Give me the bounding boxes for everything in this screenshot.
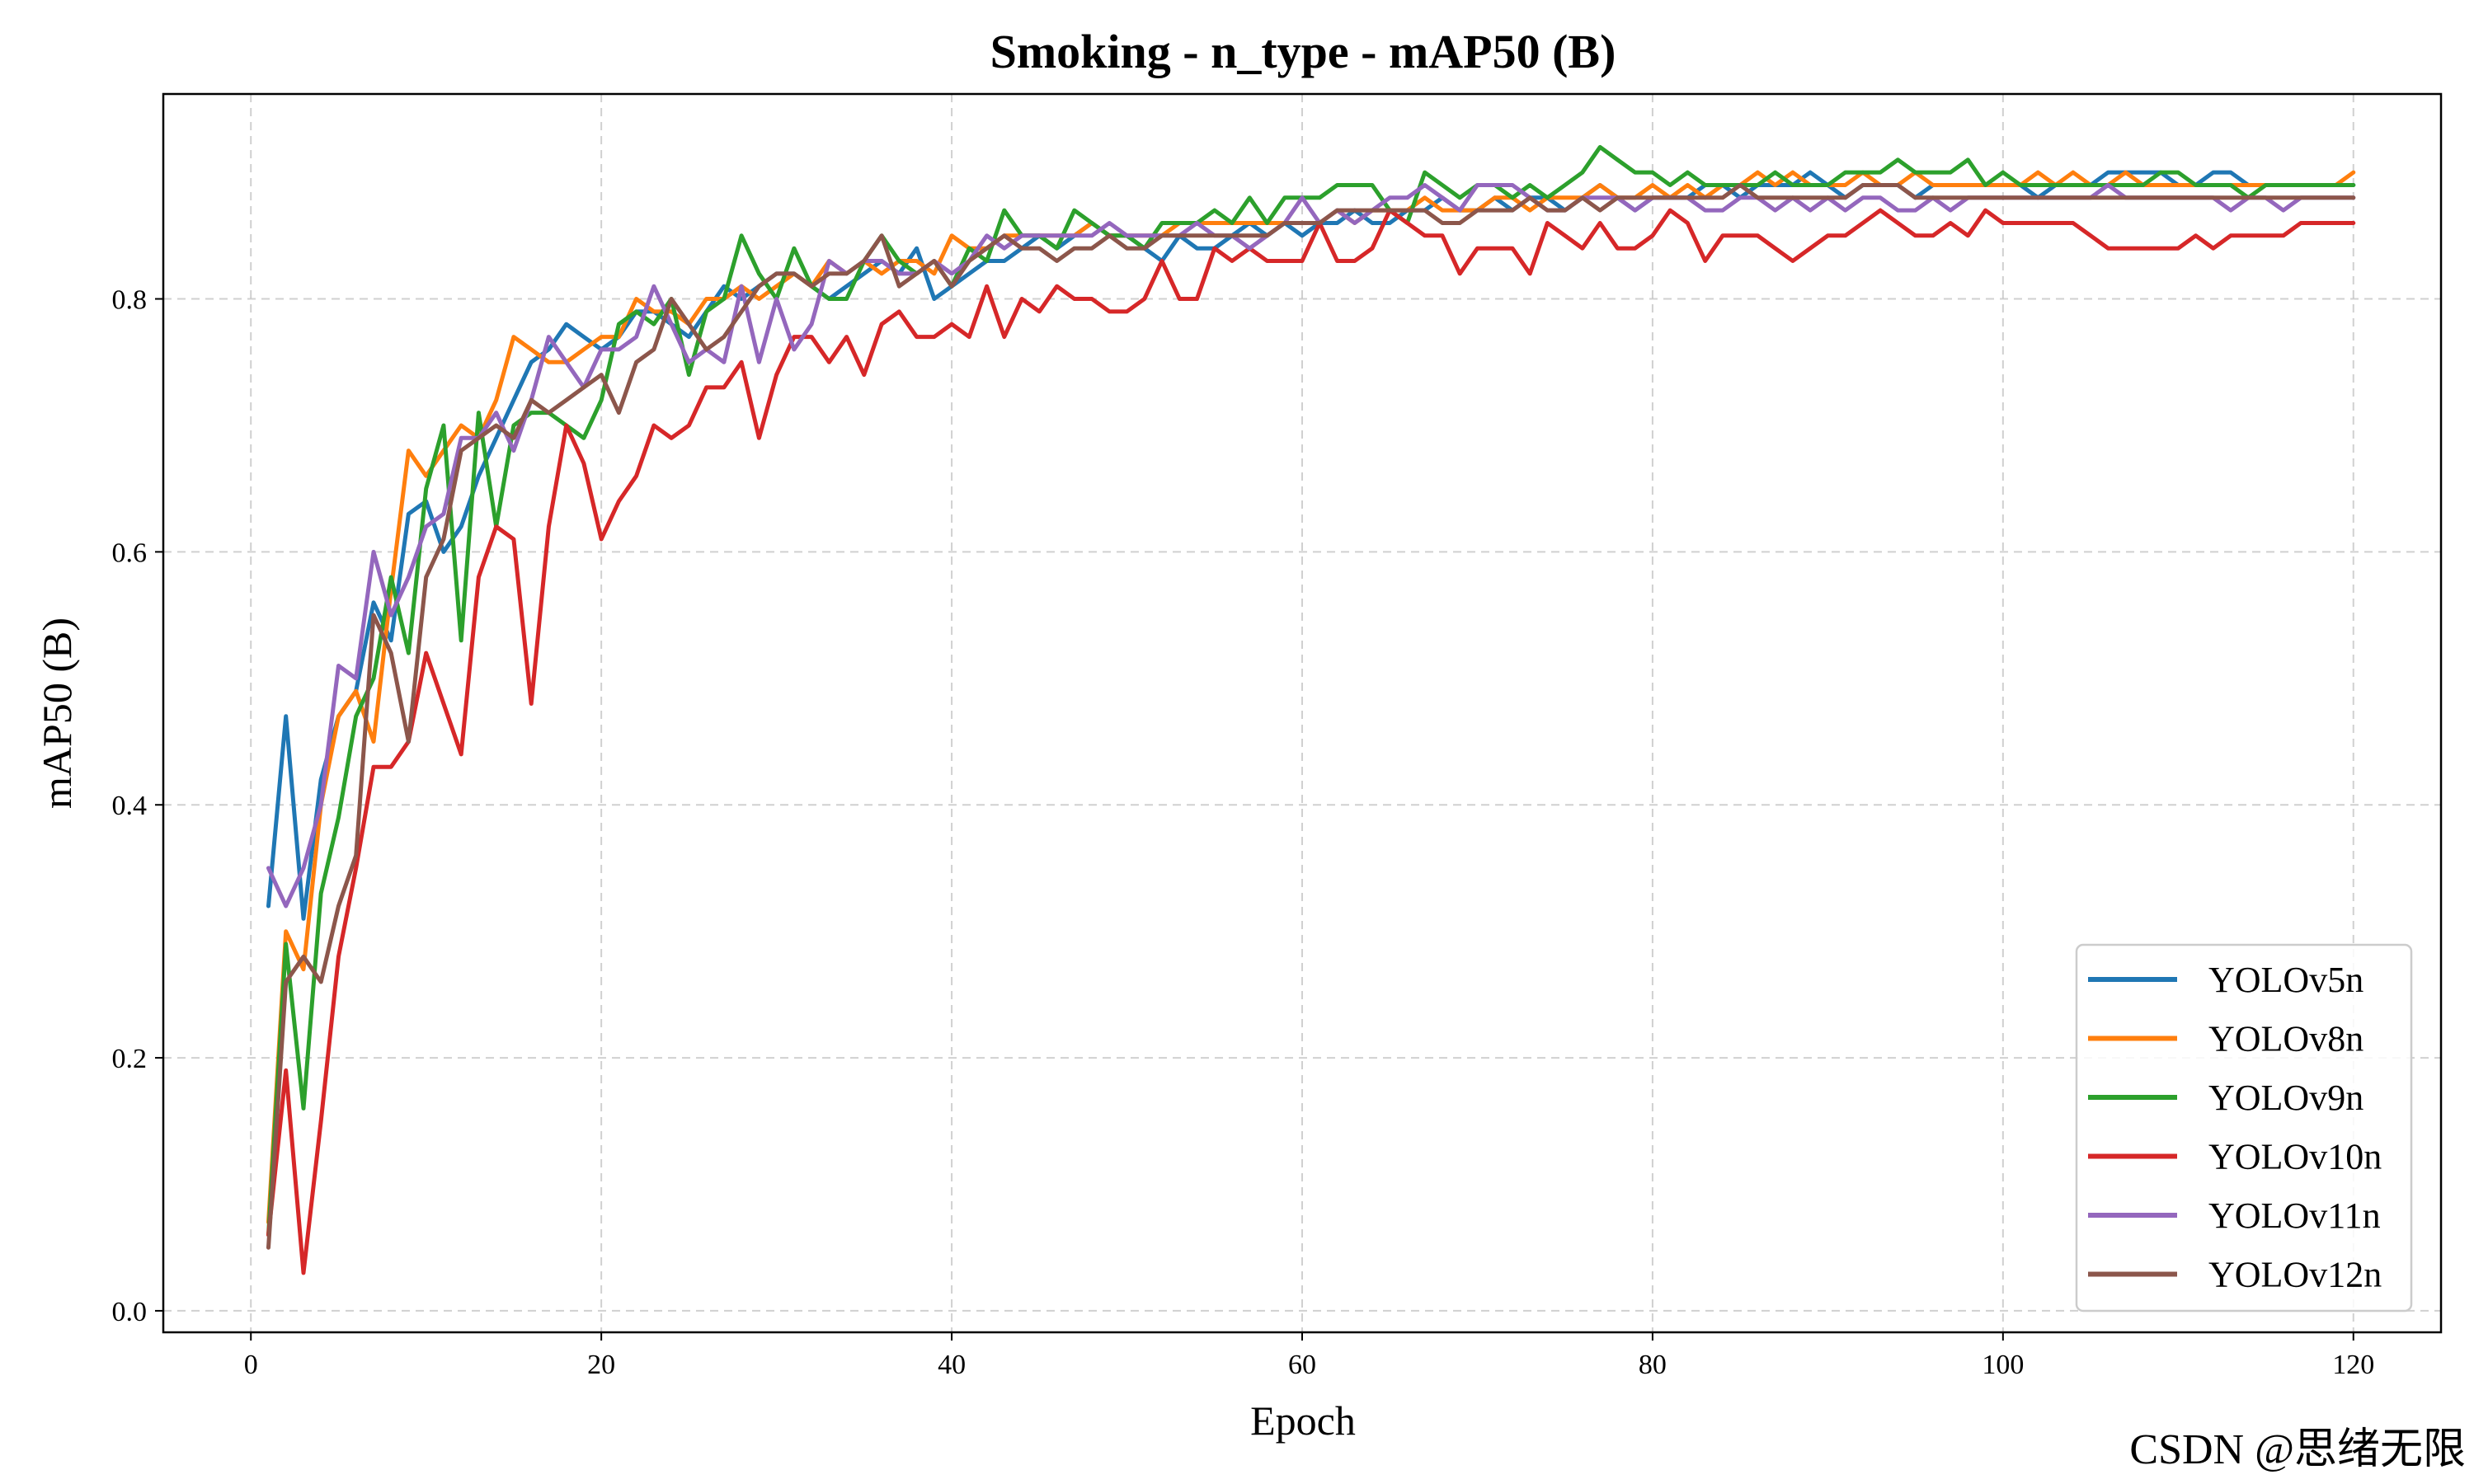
legend-label-yolov10n: YOLOv10n xyxy=(2208,1137,2382,1177)
y-tick-label: 0.2 xyxy=(112,1044,148,1074)
series-line-yolov10n xyxy=(266,208,2356,1275)
y-tick-label: 0.4 xyxy=(112,791,148,821)
y-tick-label: 0.0 xyxy=(112,1297,148,1327)
legend: YOLOv5n YOLOv8n YOLOv9n YOLOv10n YOLOv11n YOL… xyxy=(2075,943,2413,1313)
y-tick-label: 0.6 xyxy=(112,538,148,568)
x-axis-label: Epoch xyxy=(1250,1397,1356,1444)
y-axis-label: mAP50 (B) xyxy=(34,618,80,809)
legend-label-yolov12n: YOLOv12n xyxy=(2208,1255,2382,1295)
series-line-yolov12n xyxy=(266,183,2356,1250)
axis-ticks: 0 20 40 60 80 100 120 0.0 0.2 0.4 0.6 0.8 xyxy=(112,285,2375,1380)
legend-label-yolov11n: YOLOv11n xyxy=(2208,1195,2381,1236)
x-tick-label: 40 xyxy=(938,1350,966,1380)
x-tick-label: 20 xyxy=(587,1350,615,1380)
legend-label-yolov9n: YOLOv9n xyxy=(2208,1078,2363,1118)
y-tick-label: 0.8 xyxy=(112,285,148,316)
x-tick-label: 120 xyxy=(2332,1350,2374,1380)
chart-title: Smoking - n_type - mAP50 (B) xyxy=(990,25,1616,78)
x-tick-label: 0 xyxy=(244,1350,258,1380)
series-line-yolov9n xyxy=(266,144,2356,1237)
legend-label-yolov5n: YOLOv5n xyxy=(2208,960,2363,1000)
watermark: CSDN @思绪无限 xyxy=(2129,1426,2466,1473)
x-tick-label: 100 xyxy=(1982,1350,2024,1380)
x-tick-label: 80 xyxy=(1639,1350,1667,1380)
series-lines xyxy=(266,144,2356,1275)
legend-label-yolov8n: YOLOv8n xyxy=(2208,1019,2363,1059)
grid xyxy=(163,94,2441,1332)
x-tick-label: 60 xyxy=(1288,1350,1316,1380)
